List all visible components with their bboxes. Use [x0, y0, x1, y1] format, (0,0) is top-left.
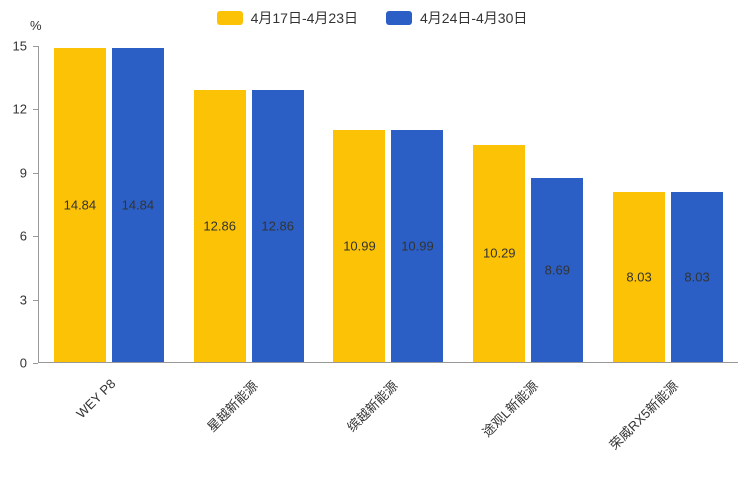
bar-group: 12.86 12.86: [193, 46, 304, 362]
y-tick-mark: [33, 46, 38, 47]
bar-value-label: 12.86: [261, 218, 294, 234]
legend-item-week1[interactable]: 4月17日-4月23日: [216, 8, 358, 28]
bar-series1[interactable]: 8.03: [613, 192, 666, 362]
bar-value-label: 14.84: [121, 197, 155, 213]
bar-series1[interactable]: 14.84: [53, 48, 106, 362]
bar-group: 10.99 10.99: [333, 46, 444, 362]
y-tick-label: 9: [19, 165, 27, 181]
bar-value-label: 10.99: [401, 238, 434, 254]
x-axis-label: 星越新能源: [204, 378, 261, 435]
y-tick-label: 15: [12, 38, 27, 54]
x-axis-label: 荣威RX5新能源: [606, 378, 681, 453]
y-tick-mark: [33, 236, 38, 238]
x-axis-label: 缤越新能源: [344, 378, 401, 435]
x-axis-labels: WEY P8 星越新能源 缤越新能源 途观L新能源 荣威RX5新能源: [38, 364, 738, 494]
bar-series1[interactable]: 10.29: [473, 144, 526, 362]
y-tick-label: 12: [12, 101, 27, 117]
legend-swatch-blue-icon: [386, 11, 412, 25]
y-axis-unit-label: %: [30, 18, 42, 33]
y-tick-label: 6: [19, 228, 27, 244]
bar-group: 10.29 8.69: [473, 46, 584, 362]
y-tick-mark: [33, 299, 38, 301]
bar-series1[interactable]: 12.86: [193, 90, 246, 362]
legend-label-week1: 4月17日-4月23日: [250, 10, 358, 26]
x-axis-label: WEY P8: [73, 376, 119, 422]
bar-series2[interactable]: 8.69: [531, 178, 584, 362]
y-tick-mark: [33, 172, 38, 174]
bar-series1[interactable]: 10.99: [333, 129, 386, 362]
plot-area: 14.84 14.84 12.86 12.86 10.99 10.99 10.29 8.69 8…: [38, 46, 738, 363]
legend-label-week2: 4月24日-4月30日: [420, 10, 528, 26]
bar-value-label: 12.86: [203, 218, 236, 234]
bar-value-label: 10.29: [483, 245, 516, 261]
bar-series2[interactable]: 8.03: [671, 192, 724, 362]
chart-legend: 4月17日-4月23日 4月24日-4月30日: [0, 8, 744, 28]
y-tick-label: 3: [19, 292, 27, 308]
legend-item-week2[interactable]: 4月24日-4月30日: [386, 8, 527, 28]
bar-value-label: 8.69: [544, 262, 570, 278]
bar-series2[interactable]: 10.99: [391, 129, 444, 362]
y-tick-label: 0: [19, 355, 27, 371]
y-axis: 0 3 6 9 12 15: [0, 39, 38, 371]
bar-group: 14.84 14.84: [53, 46, 164, 362]
legend-swatch-yellow-icon: [216, 11, 243, 25]
bar-value-label: 14.84: [63, 197, 97, 213]
y-tick-mark: [33, 363, 38, 364]
bar-value-label: 8.03: [626, 269, 652, 285]
bar-series2[interactable]: 12.86: [251, 90, 304, 362]
x-axis-label: 途观L新能源: [479, 378, 541, 440]
bar-value-label: 10.99: [343, 238, 376, 254]
y-tick-mark: [33, 109, 38, 111]
bar-series2[interactable]: 14.84: [111, 48, 164, 362]
bar-group: 8.03 8.03: [613, 46, 724, 362]
bar-value-label: 8.03: [684, 269, 710, 285]
